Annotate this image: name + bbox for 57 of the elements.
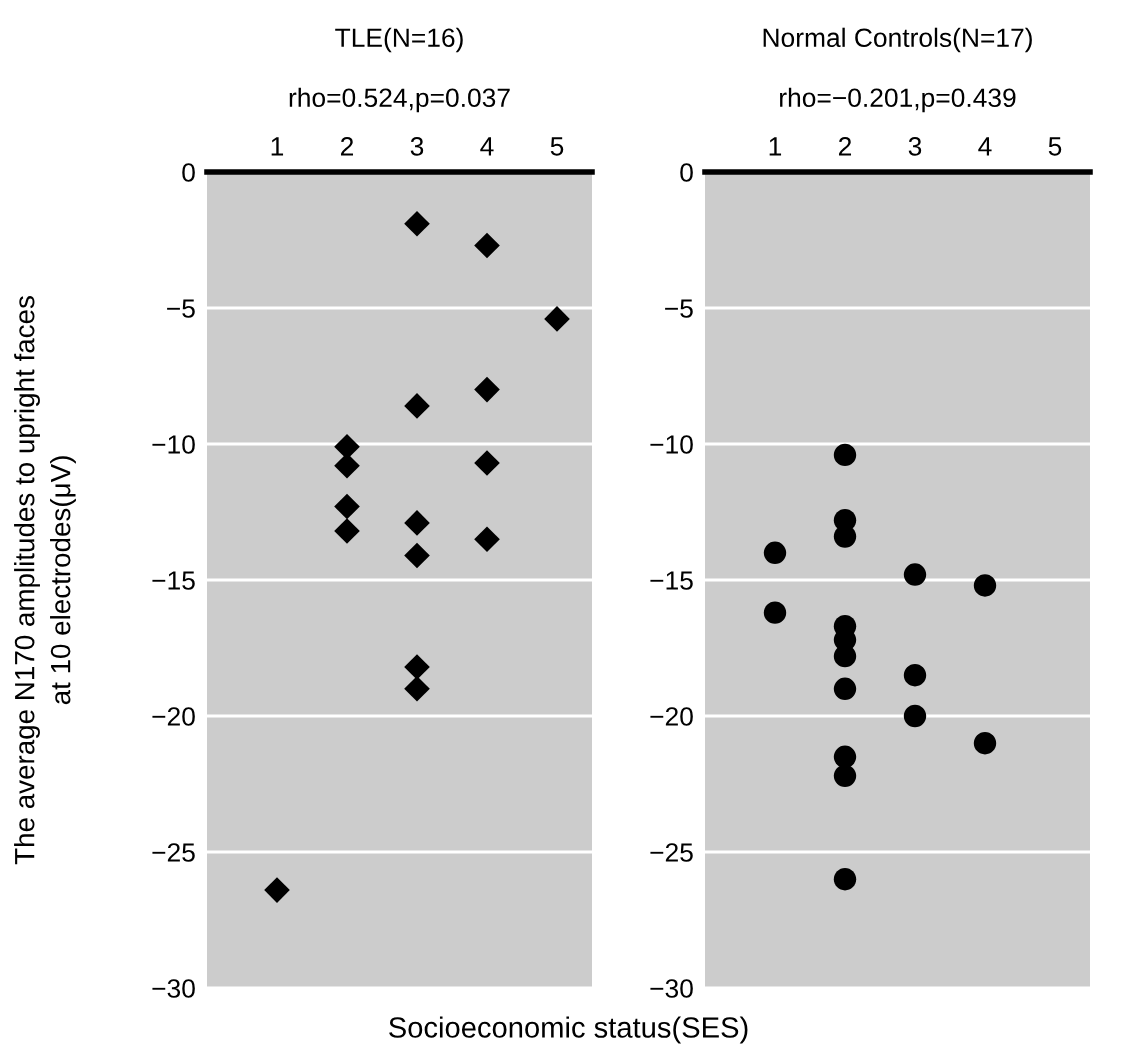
point xyxy=(474,376,500,403)
point xyxy=(474,450,500,476)
y-tick-label: −20 xyxy=(152,707,195,726)
y-tick-label: −30 xyxy=(650,979,693,998)
point xyxy=(404,510,430,536)
y-tick-label: −10 xyxy=(152,435,195,454)
chart-subtitle: rho=0.524,p=0.037 xyxy=(289,87,510,113)
point xyxy=(334,518,360,544)
x-tick-label: 3 xyxy=(410,136,424,156)
chart-title: Normal Controls(N=17) xyxy=(763,27,1032,53)
x-tick-label: 4 xyxy=(978,137,992,156)
y-tick-label: −15 xyxy=(152,571,195,590)
point xyxy=(903,664,927,687)
point xyxy=(474,526,500,552)
point xyxy=(833,764,857,788)
y-tick-label: 0 xyxy=(182,163,195,182)
point xyxy=(264,877,290,903)
point xyxy=(544,306,570,332)
point xyxy=(833,525,857,548)
point xyxy=(973,732,997,755)
y-tick-label: −25 xyxy=(650,843,693,862)
point xyxy=(973,574,997,597)
point xyxy=(404,654,430,680)
x-axis-title: Socioeconomic status(SES) xyxy=(389,1016,748,1044)
y-tick-label: 0 xyxy=(680,163,693,182)
y-tick-label: −20 xyxy=(650,707,693,726)
y-tick-label: −30 xyxy=(152,979,195,998)
x-tick-label: 5 xyxy=(550,137,564,156)
y-tick-label: −5 xyxy=(167,299,195,318)
point xyxy=(404,676,430,702)
point xyxy=(903,704,927,728)
point xyxy=(334,493,360,520)
y-tick-label: −25 xyxy=(152,843,195,862)
point xyxy=(404,393,430,419)
point xyxy=(404,542,430,569)
x-tick-label: 2 xyxy=(340,136,354,156)
x-tick-label: 2 xyxy=(838,136,852,156)
point xyxy=(404,210,430,237)
y-axis-title: The average N170 amplitudes to upright faces at 10 electrodes(μV) xyxy=(14,296,76,865)
x-tick-label: 5 xyxy=(1048,137,1062,156)
x-tick-label: 1 xyxy=(271,137,284,156)
x-tick-label: 4 xyxy=(480,137,494,156)
chart-title: TLE(N=16) xyxy=(335,27,463,53)
chart-subtitle: rho=−0.201,p=0.439 xyxy=(780,87,1016,113)
point xyxy=(763,601,787,624)
point xyxy=(474,232,500,259)
point xyxy=(833,745,857,768)
y-tick-label: −10 xyxy=(650,435,693,454)
point xyxy=(833,868,857,891)
point xyxy=(763,541,787,564)
x-tick-label: 1 xyxy=(769,137,782,156)
x-tick-label: 3 xyxy=(908,136,922,156)
y-tick-label: −15 xyxy=(650,571,693,590)
point xyxy=(833,443,857,467)
point xyxy=(833,677,857,700)
y-tick-label: −5 xyxy=(665,299,693,318)
point xyxy=(903,563,927,586)
